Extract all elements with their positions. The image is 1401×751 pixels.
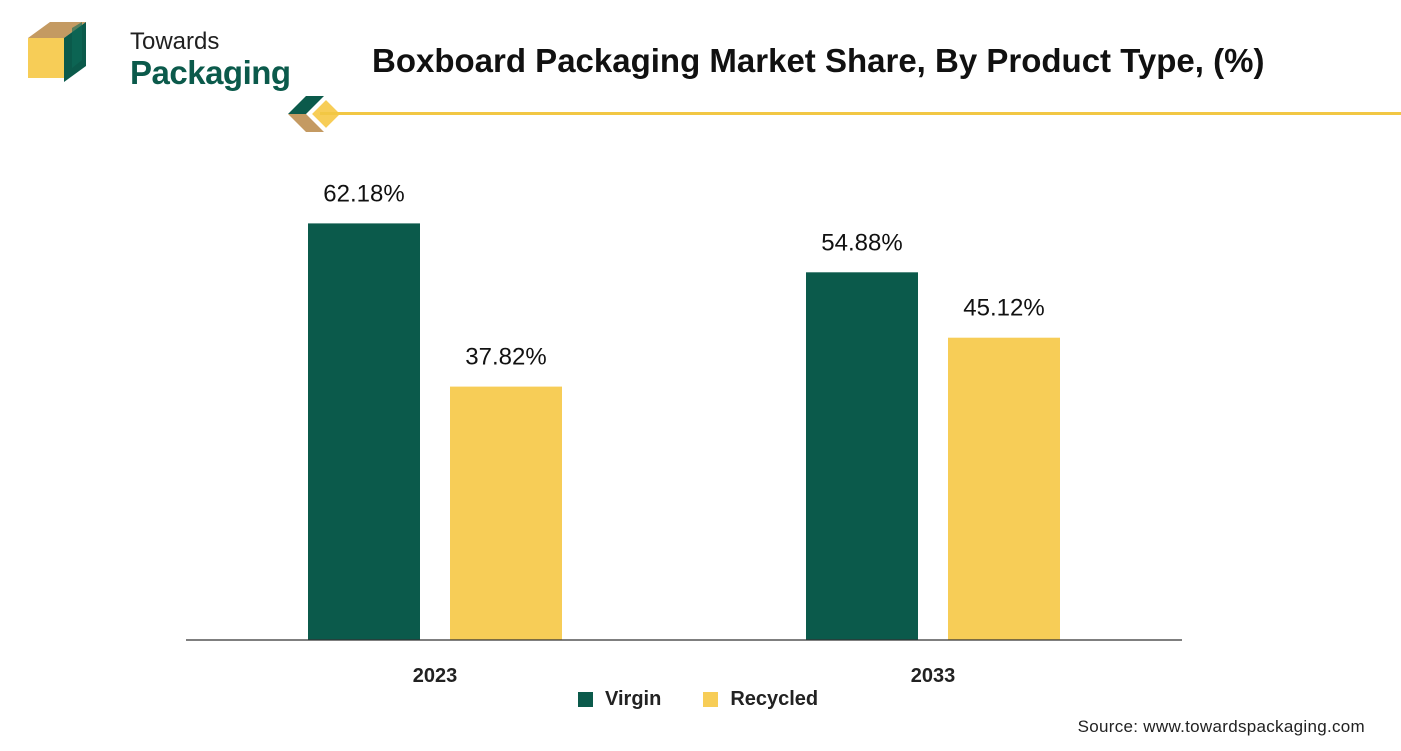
x-tick-label-2033: 2033	[911, 665, 956, 687]
logo-towards-text: Towards	[130, 28, 220, 55]
source-text: Source: www.towardspackaging.com	[1077, 717, 1365, 736]
bar-recycled-2033	[948, 337, 1060, 640]
x-tick-label-2023: 2023	[413, 665, 458, 687]
data-label-recycled-2023: 37.82%	[465, 344, 546, 371]
legend-item-recycled: Recycled	[703, 688, 818, 711]
box-logo-icon	[28, 22, 86, 82]
diamond-ornament-icon	[284, 88, 350, 140]
bar-virgin-2023	[308, 223, 420, 641]
bar-virgin-2033	[806, 272, 918, 640]
logo-packaging-text: Packaging	[130, 54, 291, 91]
data-label-virgin-2023: 62.18%	[323, 180, 404, 207]
data-label-recycled-2033: 45.12%	[963, 295, 1044, 322]
legend-label-recycled: Recycled	[730, 688, 819, 710]
title-divider	[320, 112, 1401, 115]
chart-title: Boxboard Packaging Market Share, By Prod…	[372, 42, 1265, 79]
legend-swatch-recycled	[703, 692, 719, 707]
legend-item-virgin: Virgin	[578, 688, 661, 711]
legend-label-virgin: Virgin	[605, 688, 662, 710]
bar-recycled-2023	[450, 386, 562, 640]
legend-swatch-virgin	[578, 692, 593, 707]
data-label-virgin-2033: 54.88%	[821, 229, 902, 256]
logo: Towards Packaging	[24, 16, 291, 89]
legend: Virgin Recycled	[578, 688, 818, 711]
